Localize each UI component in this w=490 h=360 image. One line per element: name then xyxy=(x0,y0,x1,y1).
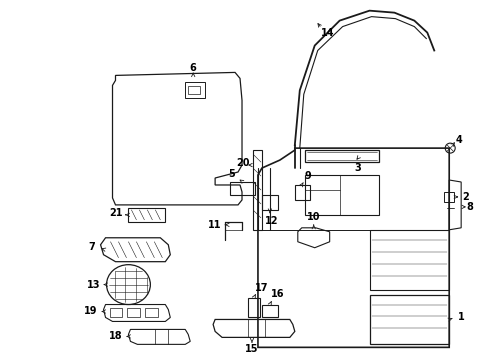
Text: 17: 17 xyxy=(255,283,269,293)
Text: 3: 3 xyxy=(354,163,361,173)
Text: 15: 15 xyxy=(245,345,259,354)
Text: 20: 20 xyxy=(236,158,250,168)
Text: 6: 6 xyxy=(190,63,196,73)
Text: 13: 13 xyxy=(87,280,100,289)
Text: 1: 1 xyxy=(458,312,465,323)
Text: 19: 19 xyxy=(84,306,98,316)
Text: 18: 18 xyxy=(109,332,122,341)
Text: 21: 21 xyxy=(109,208,122,218)
Text: 8: 8 xyxy=(466,202,473,212)
Text: 2: 2 xyxy=(462,192,468,202)
Text: 16: 16 xyxy=(271,289,285,298)
Text: 4: 4 xyxy=(456,135,463,145)
Text: 5: 5 xyxy=(229,169,235,179)
Text: 9: 9 xyxy=(304,171,311,181)
Text: 12: 12 xyxy=(265,216,279,226)
Text: 7: 7 xyxy=(88,242,95,252)
Text: 11: 11 xyxy=(208,220,222,230)
Text: 10: 10 xyxy=(307,212,320,222)
Text: 14: 14 xyxy=(321,28,335,37)
